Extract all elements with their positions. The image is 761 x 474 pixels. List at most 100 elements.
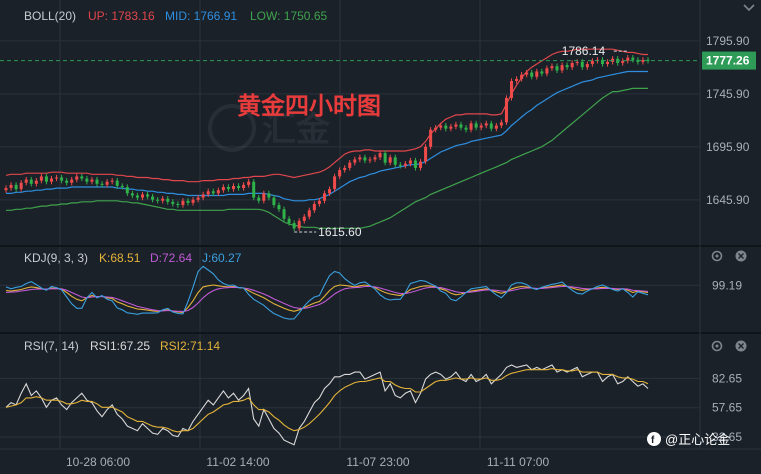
y-tick-label: 1645.90 — [706, 193, 750, 207]
candle — [555, 63, 559, 74]
candle — [459, 121, 463, 131]
candle — [110, 177, 114, 185]
candle-body — [358, 157, 362, 160]
candle — [504, 95, 508, 125]
candle-body — [85, 178, 89, 182]
boll-mid-value: MID: 1766.91 — [165, 9, 237, 23]
candle-body — [429, 129, 433, 147]
candle-body — [221, 187, 225, 191]
candle-body — [140, 194, 144, 198]
candle-body — [156, 199, 160, 201]
brand: f @正心论金 — [647, 432, 730, 447]
candle — [34, 177, 38, 187]
candle — [641, 57, 645, 65]
candle — [146, 191, 150, 200]
candle-body — [14, 184, 18, 190]
candle — [272, 194, 276, 208]
boll-low-value: LOW: 1750.65 — [250, 9, 327, 23]
candle — [24, 176, 28, 186]
candle-body — [272, 197, 276, 206]
candle-body — [454, 124, 458, 127]
candle — [388, 154, 392, 166]
candle-body — [580, 61, 584, 68]
kdj-j-line — [5, 265, 649, 320]
kdj-j-value: J:60.27 — [202, 251, 242, 265]
candle-body — [484, 123, 488, 126]
candle-body — [383, 153, 387, 163]
watermark-text: 汇金 — [262, 110, 331, 149]
candle-body — [211, 191, 215, 194]
candle-body — [424, 146, 428, 162]
candle — [444, 122, 448, 132]
candle — [333, 173, 337, 192]
candle — [181, 198, 185, 208]
kdj-panel: 99.19 — [5, 265, 742, 320]
candle-body — [545, 68, 549, 74]
candle-body — [120, 185, 124, 187]
candle-body — [474, 123, 478, 128]
candle — [166, 196, 170, 205]
candle — [216, 187, 220, 197]
candle — [424, 144, 428, 165]
candle-body — [226, 187, 230, 190]
candle — [140, 191, 144, 201]
candle — [353, 156, 357, 166]
candle-body — [287, 218, 291, 224]
gear-icon[interactable] — [711, 250, 723, 262]
chevron-down-icon[interactable] — [743, 4, 755, 12]
candle-body — [282, 209, 286, 219]
close-icon[interactable] — [735, 340, 747, 352]
candle — [262, 190, 266, 204]
candle-body — [135, 195, 139, 198]
candle-body — [338, 170, 342, 177]
candle — [373, 154, 377, 163]
gear-icon[interactable] — [711, 340, 723, 352]
candle — [368, 156, 372, 164]
candle — [252, 179, 256, 201]
candle-body — [525, 72, 529, 75]
candle — [176, 201, 180, 208]
candle — [19, 180, 23, 192]
candle — [393, 154, 397, 168]
candle-body — [479, 125, 483, 128]
candle — [292, 220, 296, 231]
candle-body — [24, 179, 28, 183]
candle — [9, 182, 13, 191]
candle-body — [459, 124, 463, 128]
rsi-indicator-label: RSI(7, 14) — [24, 339, 79, 353]
x-tick-label: 11-07 23:00 — [346, 455, 409, 469]
candle-body — [252, 181, 256, 198]
candle-body — [631, 57, 635, 60]
x-tick-label: 11-11 07:00 — [487, 455, 550, 469]
candle — [206, 188, 210, 198]
candle — [479, 122, 483, 131]
candle — [302, 214, 306, 224]
candle-body — [95, 179, 99, 184]
candle-body — [262, 193, 266, 201]
candle — [449, 123, 453, 132]
candle — [469, 120, 473, 133]
y-tick-label: 32.65 — [712, 430, 742, 444]
candle-body — [297, 220, 301, 229]
candle-body — [510, 81, 514, 98]
candle — [49, 175, 54, 185]
candle-body — [176, 203, 180, 206]
candle — [570, 60, 574, 70]
candle-body — [237, 185, 241, 189]
candle-body — [44, 176, 48, 182]
candle-body — [333, 176, 337, 190]
current-price-tag — [702, 51, 756, 70]
candle — [565, 62, 569, 70]
candle-body — [100, 183, 104, 185]
candle-body — [181, 200, 185, 206]
kdj-d-value: D:72.64 — [150, 251, 192, 265]
candle — [125, 184, 129, 197]
y-tick-label: 82.65 — [712, 371, 742, 385]
brand-text: @正心论金 — [665, 432, 730, 447]
candle — [257, 194, 261, 204]
candle-body — [317, 200, 321, 204]
close-icon[interactable] — [735, 250, 747, 262]
candle — [120, 183, 124, 190]
